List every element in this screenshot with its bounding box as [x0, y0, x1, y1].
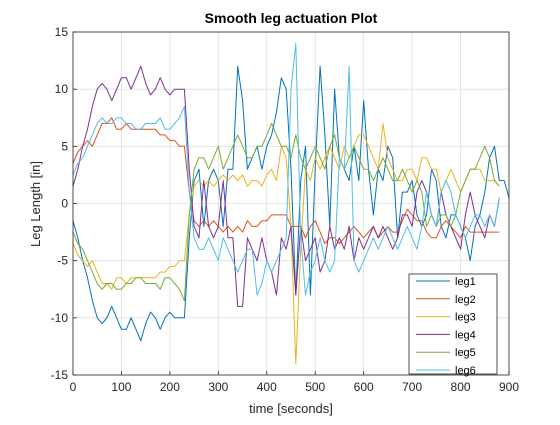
x-tick-label: 0	[70, 380, 77, 394]
x-tick-label: 200	[160, 380, 180, 394]
x-tick-label: 500	[305, 380, 325, 394]
series-line-leg2	[72, 117, 500, 244]
y-tick-label: -10	[51, 311, 69, 325]
y-tick-label: -15	[51, 368, 69, 382]
y-tick-label: 5	[61, 139, 68, 153]
legend-label-leg3: leg3	[455, 312, 476, 324]
x-tick-label: 700	[402, 380, 422, 394]
y-axis-label: Leg Length [in]	[28, 161, 43, 247]
series-line-leg6	[72, 42, 500, 296]
x-tick-label: 600	[354, 380, 374, 394]
legend-label-leg4: leg4	[455, 329, 476, 341]
legend-items: leg1 leg2 leg3 leg4 leg5 leg6	[416, 276, 476, 377]
legend-box	[408, 273, 498, 375]
legend-label-leg6: leg6	[455, 365, 476, 377]
series-line-leg1	[72, 65, 510, 342]
axis-ticks: 0 100 200 300 400 500 600 700 800 900 -15 -10 -5 0 5 10…	[51, 25, 520, 394]
legend: leg1 leg2 leg3 leg4 leg5 leg6	[408, 273, 498, 377]
y-tick-label: -5	[57, 254, 68, 268]
y-tick-label: 10	[55, 82, 69, 96]
x-tick-label: 900	[499, 380, 519, 394]
legend-label-leg2: leg2	[455, 294, 476, 306]
y-tick-label: 15	[55, 25, 69, 39]
legend-label-leg5: leg5	[455, 347, 476, 359]
x-tick-label: 400	[257, 380, 277, 394]
x-tick-label: 800	[451, 380, 471, 394]
legend-label-leg1: leg1	[455, 276, 476, 288]
x-tick-label: 300	[208, 380, 228, 394]
chart-title: Smooth leg actuation Plot	[205, 10, 378, 26]
y-tick-label: 0	[61, 197, 68, 211]
series-lines	[72, 42, 510, 365]
series-line-leg3	[72, 123, 500, 365]
x-axis-label: time [seconds]	[249, 401, 333, 416]
series-line-leg5	[72, 123, 500, 302]
x-tick-label: 100	[111, 380, 131, 394]
